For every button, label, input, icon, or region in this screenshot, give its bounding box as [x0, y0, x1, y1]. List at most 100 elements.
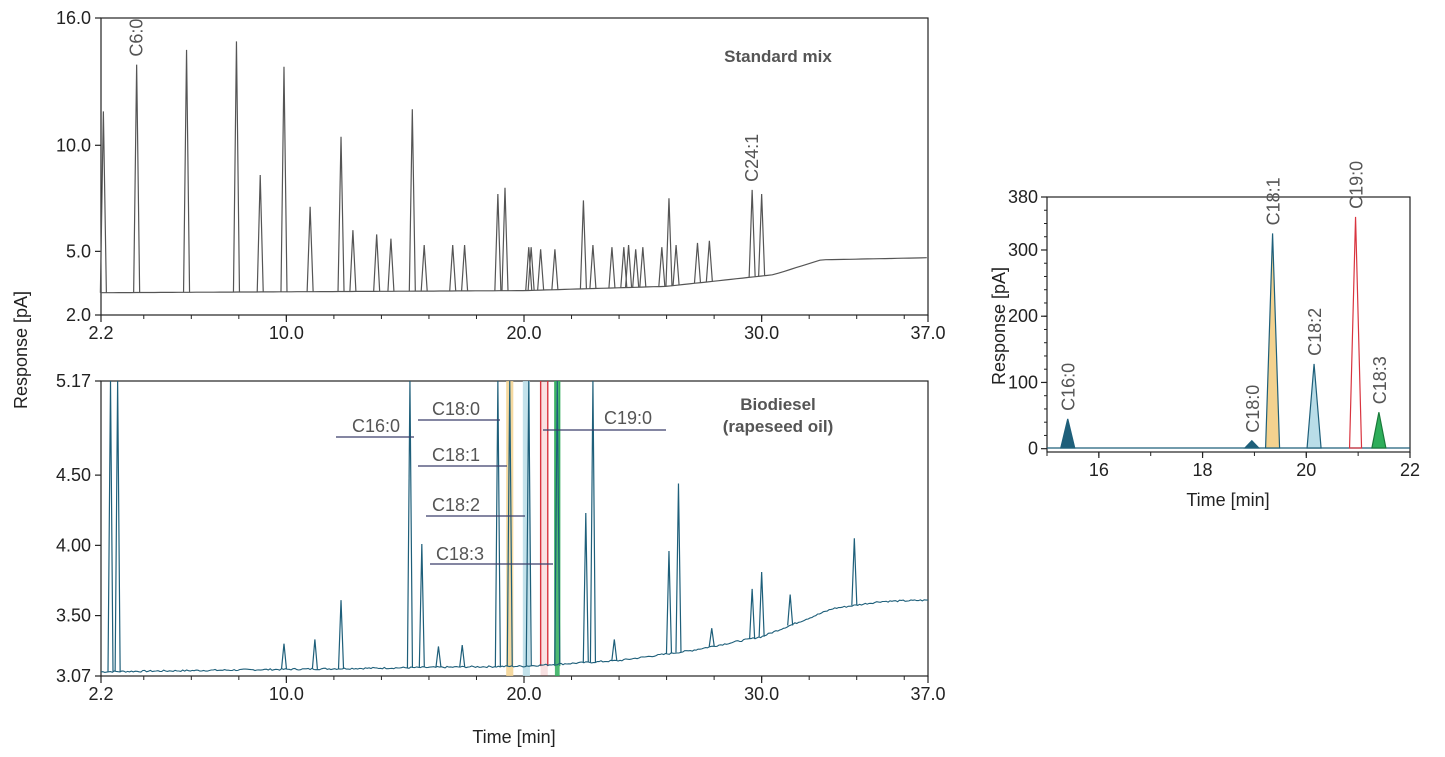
- x-tick-label: 2.2: [88, 323, 113, 343]
- peak-label: C24:1: [742, 134, 762, 182]
- y-tick-label: 16.0: [56, 8, 91, 28]
- standard-mix-peak: [232, 41, 241, 293]
- zoom-peak: [1264, 233, 1281, 449]
- biodiesel-peak: [435, 646, 442, 668]
- zoom-peak-label: C18:0: [1243, 385, 1263, 433]
- standard-mix-title: Standard mix: [724, 47, 832, 66]
- zoom-x-tick-label: 20: [1296, 460, 1316, 480]
- x-tick-label: 30.0: [744, 684, 779, 704]
- biodiesel-peak: [589, 380, 597, 663]
- y-tick-label: 4.50: [56, 465, 91, 485]
- biodiesel-peak: [708, 628, 715, 647]
- standard-mix-peak: [620, 247, 628, 288]
- standard-mix-peak: [306, 206, 314, 292]
- standard-mix-peak: [748, 189, 756, 278]
- standard-mix-peak: [693, 242, 702, 284]
- biodiesel-peak: [665, 550, 673, 654]
- left-y-axis-label: Response [pA]: [11, 291, 31, 409]
- standard-mix-peak: [449, 244, 457, 292]
- standard-mix-peak: [182, 49, 191, 293]
- standard-mix-peak: [527, 247, 535, 291]
- standard-mix-peak: [349, 230, 357, 292]
- biodiesel-baseline: [100, 599, 929, 673]
- standard-mix-peak: [133, 64, 141, 293]
- zoom-plot-frame: [1046, 196, 1411, 453]
- highlight-band: [540, 381, 548, 676]
- standard-mix-peak: [705, 240, 713, 282]
- standard-mix-peak: [589, 244, 597, 289]
- zoom-x-tick-label: 22: [1400, 460, 1420, 480]
- standard-mix-peak: [537, 249, 545, 291]
- peak-annotation: C18:1: [432, 445, 480, 465]
- standard-mix-peak: [639, 247, 647, 288]
- standard-mix-peak: [420, 244, 428, 292]
- zoom-x-axis-label: Time [min]: [1186, 490, 1269, 510]
- highlight-band: [506, 381, 514, 676]
- zoom-peak-label: C18:3: [1370, 356, 1390, 404]
- x-tick-label: 10.0: [269, 323, 304, 343]
- standard-mix-peak: [337, 136, 345, 292]
- peak-annotation: C19:0: [604, 408, 652, 428]
- biodiesel-peak: [582, 513, 589, 663]
- zoom-peak-label: C16:0: [1059, 363, 1079, 411]
- biodiesel-peak: [787, 594, 794, 626]
- standard-mix-peak: [624, 244, 633, 288]
- standard-mix-peak: [408, 109, 416, 292]
- biodiesel-peak: [851, 538, 858, 606]
- y-tick-label: 4.00: [56, 535, 91, 555]
- biodiesel-peak: [675, 483, 682, 653]
- biodiesel-peak: [406, 380, 414, 668]
- biodiesel-peak: [611, 639, 618, 661]
- biodiesel-peak: [506, 380, 513, 667]
- standard-mix-peak: [99, 111, 107, 293]
- x-tick-label: 20.0: [506, 684, 541, 704]
- standard-mix-baseline: [101, 257, 927, 294]
- standard-mix-peak: [551, 249, 559, 290]
- standard-mix-peak: [256, 174, 264, 292]
- zoom-y-tick-label: 0: [1028, 439, 1038, 459]
- standard-mix-peak: [758, 194, 766, 277]
- biodiesel-peak: [749, 588, 756, 639]
- y-tick-label: 3.50: [56, 606, 91, 626]
- biodiesel-peak: [525, 380, 532, 666]
- zoom-peak-label: C19:0: [1347, 161, 1367, 209]
- biodiesel-peak: [494, 380, 501, 667]
- zoom-peak-label: C18:2: [1305, 308, 1325, 356]
- standard-mix-peak: [579, 200, 588, 289]
- standard-mix-peak: [501, 187, 509, 291]
- standard-mix-peak: [608, 247, 616, 289]
- zoom-peak: [1371, 412, 1387, 449]
- chart-layer: 2.2 10.0 20.0 30.0 37.0 2.0 5.0 10.0 16.0 2.2 10.0…: [56, 8, 1420, 704]
- standard-mix-peak: [658, 247, 666, 287]
- biodiesel-peak: [114, 380, 121, 672]
- zoom-peak: [1243, 439, 1261, 449]
- zoom-peak-label: C18:1: [1264, 177, 1284, 225]
- standard-mix-peak: [494, 194, 502, 291]
- standard-mix-peak: [280, 66, 288, 292]
- peak-annotation: C18:0: [432, 399, 480, 419]
- x-tick-label: 20.0: [506, 323, 541, 343]
- standard-mix-peak: [460, 244, 469, 291]
- peak-annotation: C18:2: [432, 495, 480, 515]
- left-x-axis-label: Time [min]: [472, 727, 555, 747]
- zoom-peak: [1306, 363, 1322, 449]
- y-tick-label: 3.07: [56, 666, 91, 686]
- zoom-peak: [1348, 216, 1363, 449]
- biodiesel-peak: [418, 543, 425, 668]
- biodiesel-peak: [311, 639, 318, 669]
- zoom-y-tick-label: 380: [1008, 187, 1038, 207]
- x-tick-label: 37.0: [910, 684, 945, 704]
- x-tick-label: 10.0: [269, 684, 304, 704]
- peak-annotation: C18:3: [436, 544, 484, 564]
- biodiesel-plot-frame: [100, 380, 929, 677]
- peak-annotation: C16:0: [352, 416, 400, 436]
- standard-mix-peak: [387, 238, 395, 292]
- peak-label: C6:0: [127, 19, 147, 57]
- standard-mix-peak: [672, 244, 680, 286]
- zoom-y-tick-label: 200: [1008, 306, 1038, 326]
- zoom-x-tick-label: 16: [1089, 460, 1109, 480]
- highlight-band: [522, 381, 530, 676]
- zoom-x-tick-label: 18: [1193, 460, 1213, 480]
